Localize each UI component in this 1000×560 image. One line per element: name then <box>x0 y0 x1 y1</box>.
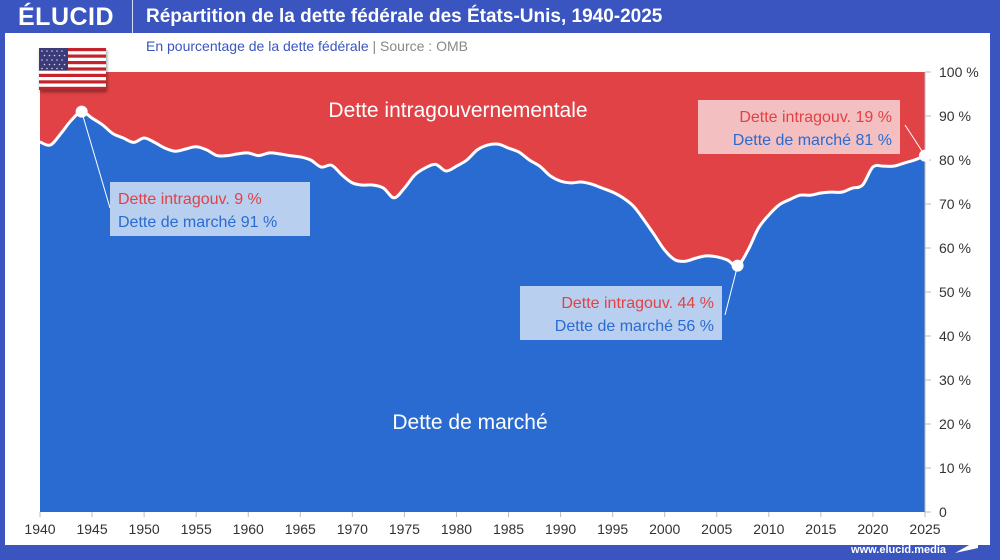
y-tick-label: 50 % <box>939 284 971 300</box>
x-tick-label: 2015 <box>805 521 836 537</box>
x-tick-label: 1945 <box>76 521 107 537</box>
annotation-market-label: Dette de marché 56 % <box>555 318 714 335</box>
x-tick-label: 1960 <box>233 521 264 537</box>
header-divider <box>132 0 133 33</box>
y-tick-label: 10 % <box>939 460 971 476</box>
x-tick-label: 1995 <box>597 521 628 537</box>
annotation-intragov-label: Dette intragouv. 9 % <box>118 191 262 208</box>
annotation-leader <box>724 265 739 316</box>
annotation-marker <box>75 105 88 118</box>
x-tick-label: 1990 <box>545 521 576 537</box>
y-tick-label: 100 % <box>939 64 979 80</box>
y-tick-label: 70 % <box>939 196 971 212</box>
x-tick-label: 2000 <box>649 521 680 537</box>
subtitle-separator: | <box>372 38 377 54</box>
y-tick-label: 30 % <box>939 372 971 388</box>
y-tick-label: 0 <box>939 504 947 520</box>
x-tick-label: 1980 <box>441 521 472 537</box>
y-tick-label: 90 % <box>939 108 971 124</box>
annotation-leader <box>904 124 926 156</box>
elucid-logo: ÉLUCID <box>18 3 115 31</box>
x-tick-label: 1975 <box>389 521 420 537</box>
annotation-market-label: Dette de marché 81 % <box>733 132 892 149</box>
header-bar: ÉLUCID Répartition de la dette fédérale … <box>0 0 1000 33</box>
x-tick-label: 1940 <box>24 521 55 537</box>
subtitle-text: En pourcentage de la dette fédérale <box>146 38 369 54</box>
market-area-label: Dette de marché <box>392 411 547 434</box>
annotation-marker <box>919 149 931 162</box>
annotation-box <box>110 182 310 236</box>
x-tick-label: 2025 <box>909 521 940 537</box>
annotation-intragov-label: Dette intragouv. 19 % <box>739 109 892 126</box>
x-tick-label: 1965 <box>285 521 316 537</box>
chart-subtitle: En pourcentage de la dette fédérale | So… <box>146 38 468 54</box>
x-tick-label: 1955 <box>181 521 212 537</box>
chart-title: Répartition de la dette fédérale des Éta… <box>146 6 663 27</box>
intragov-area-label: Dette intragouvernementale <box>328 99 587 122</box>
x-tick-label: 1970 <box>337 521 368 537</box>
us-flag-icon <box>39 48 106 90</box>
footer-url[interactable]: www.elucid.media <box>851 544 946 556</box>
annotation-market-label: Dette de marché 91 % <box>118 214 277 231</box>
y-tick-label: 80 % <box>939 152 971 168</box>
annotation-intragov-label: Dette intragouv. 44 % <box>561 295 714 312</box>
annotation-box <box>698 100 900 154</box>
x-tick-label: 2020 <box>857 521 888 537</box>
source-text: Source : OMB <box>380 38 468 54</box>
annotation-box <box>520 286 722 340</box>
y-tick-label: 20 % <box>939 416 971 432</box>
x-tick-label: 2010 <box>753 521 784 537</box>
x-tick-label: 1950 <box>129 521 160 537</box>
annotation-marker <box>731 259 744 272</box>
y-tick-label: 40 % <box>939 328 971 344</box>
y-tick-label: 60 % <box>939 240 971 256</box>
annotation-leader <box>81 111 111 209</box>
market-share-line <box>39 110 926 268</box>
x-tick-label: 1985 <box>493 521 524 537</box>
x-tick-label: 2005 <box>701 521 732 537</box>
